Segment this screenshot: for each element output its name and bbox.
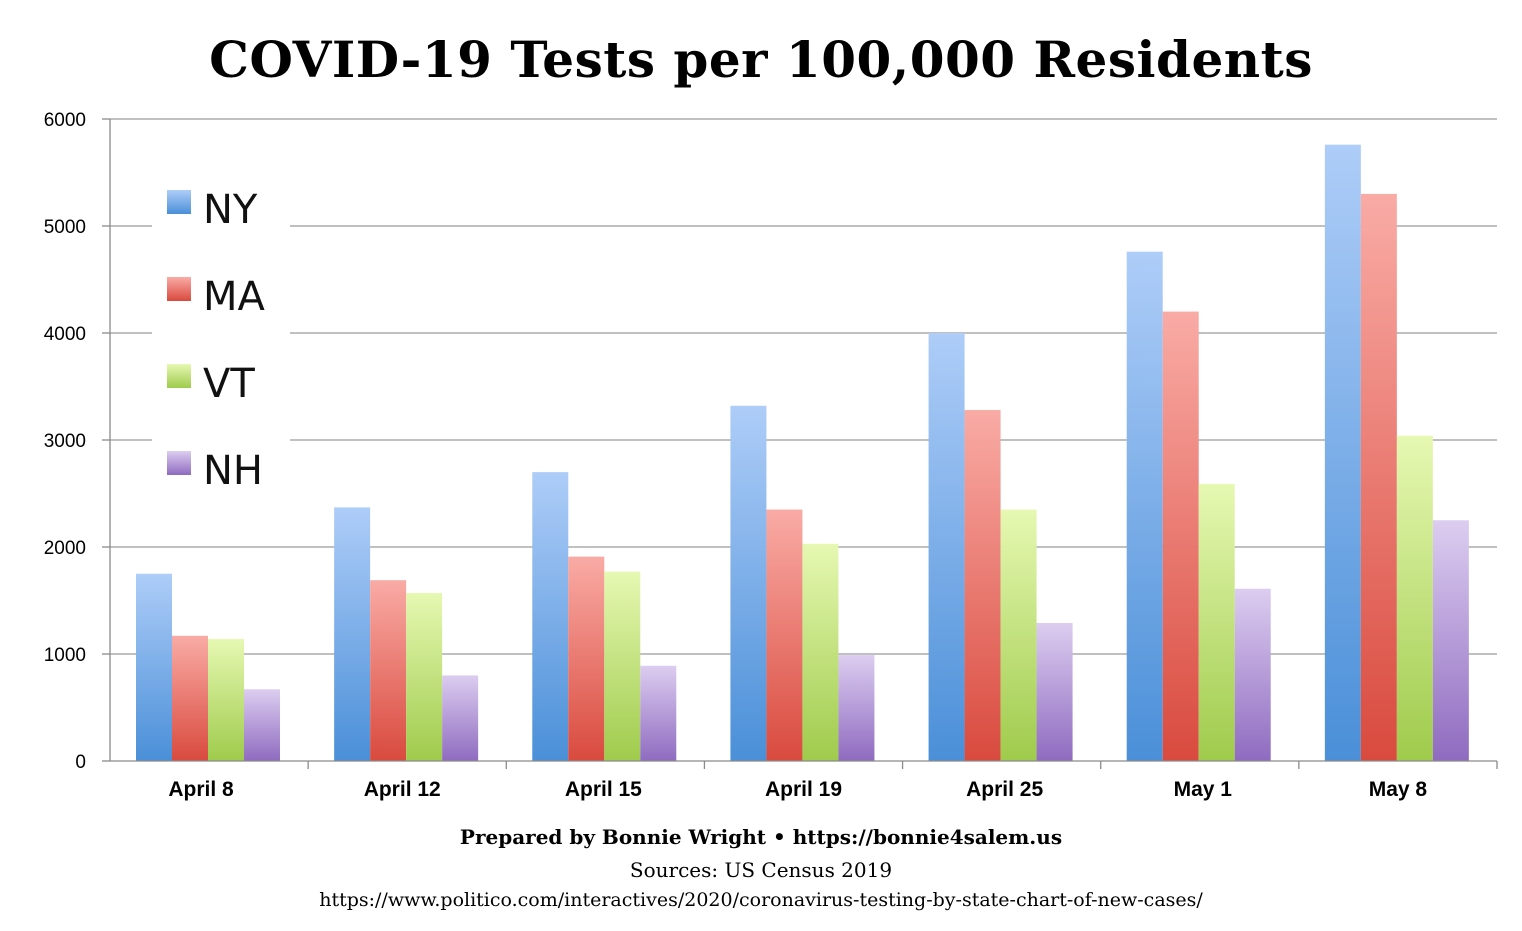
chart-title: COVID-19 Tests per 100,000 Residents <box>209 30 1313 89</box>
x-category-label: April 8 <box>168 778 234 801</box>
legend-label-vt: VT <box>203 361 255 407</box>
y-tick-label: 6000 <box>44 110 86 131</box>
x-category-label: April 25 <box>966 778 1043 801</box>
footer-credit: Prepared by Bonnie Wright • https://bonn… <box>459 825 1063 849</box>
bar-ma-april-15 <box>568 556 605 761</box>
x-category-label: April 15 <box>565 778 642 801</box>
bar-vt-april-15 <box>604 571 641 761</box>
legend-swatch-ma <box>167 277 191 301</box>
x-category-label: April 12 <box>364 778 441 801</box>
bar-ma-april-12 <box>370 580 407 761</box>
bar-ma-april-25 <box>964 410 1001 761</box>
y-tick-label: 0 <box>75 752 86 773</box>
legend-label-nh: NH <box>203 448 263 494</box>
legend-background <box>152 165 290 505</box>
y-tick-label: 2000 <box>44 538 86 559</box>
bar-ny-may-1 <box>1126 251 1163 761</box>
x-category-label: April 19 <box>765 778 842 801</box>
x-category-label: May 8 <box>1369 778 1428 801</box>
y-tick-label: 4000 <box>44 324 86 345</box>
bar-ny-april-8 <box>136 573 172 761</box>
bars <box>136 144 1469 761</box>
bar-nh-april-19 <box>838 655 875 761</box>
bar-vt-may-8 <box>1396 435 1433 761</box>
y-tick-label: 1000 <box>44 645 86 666</box>
x-category-label: May 1 <box>1174 778 1233 801</box>
footer-source-url: https://www.politico.com/interactives/20… <box>319 889 1203 911</box>
legend-swatch-vt <box>167 364 191 388</box>
bar-vt-april-12 <box>406 593 443 761</box>
bar-nh-april-25 <box>1036 622 1073 761</box>
legend-swatch-ny <box>167 190 191 214</box>
legend-swatch-nh <box>167 451 191 475</box>
bar-ny-april-12 <box>334 507 371 761</box>
bar-ma-april-8 <box>172 635 208 761</box>
bar-nh-april-12 <box>442 675 479 761</box>
y-tick-label: 3000 <box>44 431 86 452</box>
legend-label-ma: MA <box>203 274 266 320</box>
bar-nh-april-8 <box>244 689 280 761</box>
bar-ma-may-8 <box>1360 193 1397 761</box>
bar-nh-may-1 <box>1234 588 1271 761</box>
bar-nh-april-15 <box>640 665 677 761</box>
bar-vt-april-25 <box>1000 509 1037 761</box>
bar-ny-april-25 <box>928 333 965 761</box>
legend: NY MA VT NH <box>152 165 290 505</box>
bar-vt-april-19 <box>802 543 839 761</box>
bar-ny-may-8 <box>1324 144 1361 761</box>
bar-vt-may-1 <box>1198 483 1235 761</box>
bar-nh-may-8 <box>1432 520 1469 761</box>
axes: 0 1000 2000 3000 4000 5000 6000 April 8 April 12… <box>44 110 1498 801</box>
bar-ny-april-19 <box>730 405 767 761</box>
bar-vt-april-8 <box>208 639 244 761</box>
footer-sources: Sources: US Census 2019 <box>629 858 893 882</box>
bar-ma-april-19 <box>766 509 803 761</box>
y-tick-label: 5000 <box>44 217 86 238</box>
bar-ma-may-1 <box>1162 311 1199 761</box>
legend-label-ny: NY <box>203 187 258 233</box>
bar-ny-april-15 <box>532 472 569 761</box>
